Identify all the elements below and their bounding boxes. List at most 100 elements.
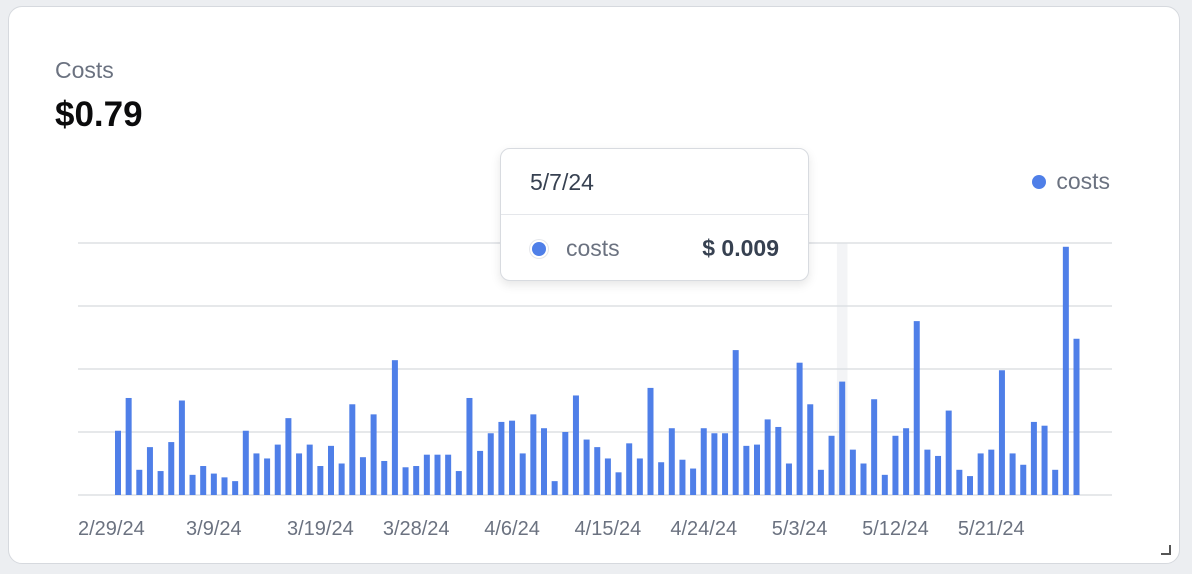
bar [668, 428, 675, 495]
bar [807, 404, 814, 495]
bar [711, 433, 718, 495]
bar [423, 454, 430, 495]
bar [849, 449, 856, 495]
bar [626, 443, 633, 495]
bar [551, 481, 558, 495]
bar [168, 442, 175, 495]
legend-dot-icon [1032, 174, 1047, 189]
bar [945, 410, 952, 495]
bar [519, 453, 526, 495]
bar [700, 428, 707, 495]
bar [1009, 453, 1016, 495]
bar [477, 450, 484, 495]
x-tick-label: 4/6/24 [484, 518, 540, 540]
bar [1073, 338, 1080, 495]
bar [349, 404, 356, 495]
bar [956, 469, 963, 495]
bar [583, 439, 590, 495]
x-tick-label: 5/3/24 [772, 518, 828, 540]
bar [509, 420, 516, 495]
bar [189, 474, 196, 495]
bar [253, 453, 260, 495]
chart-tooltip: 5/7/24 costs $ 0.009 [500, 148, 809, 281]
total-cost-value: $0.79 [55, 95, 143, 134]
bar [998, 370, 1005, 495]
bar [455, 471, 462, 495]
bar [285, 418, 292, 495]
bar [658, 462, 665, 495]
bar [541, 428, 547, 495]
bar [210, 473, 217, 495]
card-title: Costs [55, 57, 114, 83]
bar [604, 458, 611, 495]
bar [157, 471, 164, 495]
tooltip-date: 5/7/24 [530, 169, 594, 195]
x-tick-label: 3/28/24 [383, 518, 450, 540]
tooltip-series-dot-icon [532, 242, 546, 256]
bar [359, 457, 366, 495]
resize-handle-icon[interactable] [1161, 545, 1171, 555]
bar [296, 453, 303, 495]
bar [402, 467, 409, 495]
bar [988, 449, 995, 495]
bar [754, 444, 760, 495]
bar [839, 381, 846, 495]
bar [615, 472, 622, 495]
bar [828, 435, 835, 495]
bar [913, 321, 920, 495]
bar [200, 466, 207, 495]
bar [338, 463, 345, 495]
bar [1030, 421, 1037, 495]
x-tick-label: 4/24/24 [670, 518, 737, 540]
bar [306, 444, 313, 495]
tooltip-divider [501, 214, 808, 215]
bar [977, 453, 984, 495]
bar [146, 447, 153, 495]
bar [328, 445, 334, 495]
bar [1062, 246, 1069, 495]
bar [636, 458, 643, 495]
bar [690, 468, 697, 495]
bar [221, 477, 228, 495]
x-tick-label: 2/29/24 [78, 518, 145, 540]
bar [679, 459, 686, 495]
bar [232, 481, 239, 495]
bar [764, 419, 771, 495]
bar [274, 444, 281, 495]
bar [871, 399, 878, 495]
bar [1020, 464, 1027, 495]
bar [125, 397, 132, 495]
bar [370, 414, 377, 495]
bar [817, 469, 824, 495]
x-tick-label: 5/21/24 [958, 518, 1025, 540]
bar [743, 445, 750, 495]
bar [317, 466, 324, 495]
bar [732, 350, 739, 495]
bar [498, 421, 505, 495]
bar [967, 476, 973, 495]
bar [242, 430, 249, 495]
bar [881, 474, 888, 495]
bar [381, 460, 388, 495]
bar [434, 454, 441, 495]
bar [785, 463, 792, 495]
bar [796, 362, 803, 495]
bar [860, 463, 867, 495]
bar [136, 469, 143, 495]
bar [391, 360, 398, 495]
chart-legend[interactable]: costs [1032, 168, 1110, 195]
x-tick-label: 5/12/24 [862, 518, 929, 540]
bar [647, 387, 654, 495]
tooltip-value: $ 0.009 [702, 235, 779, 261]
legend-label: costs [1056, 168, 1110, 194]
bar [562, 432, 569, 495]
x-tick-label: 3/19/24 [287, 518, 354, 540]
bar [892, 435, 899, 495]
bar [115, 430, 121, 495]
bar [572, 395, 579, 495]
bar [594, 447, 601, 495]
bar [178, 400, 185, 495]
bar [487, 433, 494, 495]
bar [935, 455, 942, 495]
